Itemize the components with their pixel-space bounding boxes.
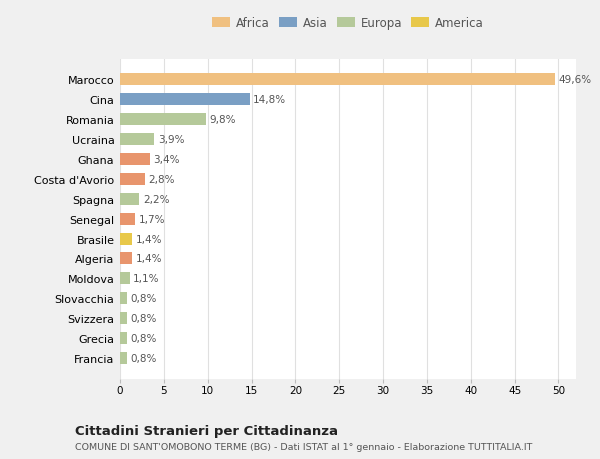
- Text: COMUNE DI SANT'OMOBONO TERME (BG) - Dati ISTAT al 1° gennaio - Elaborazione TUTT: COMUNE DI SANT'OMOBONO TERME (BG) - Dati…: [75, 442, 532, 451]
- Text: 0,8%: 0,8%: [131, 353, 157, 363]
- Bar: [120, 213, 135, 225]
- Bar: [120, 313, 127, 325]
- Text: 1,1%: 1,1%: [133, 274, 160, 284]
- Text: 1,7%: 1,7%: [139, 214, 165, 224]
- Text: 3,9%: 3,9%: [158, 135, 184, 145]
- Bar: [120, 293, 127, 305]
- Text: 3,4%: 3,4%: [154, 155, 180, 165]
- Text: 49,6%: 49,6%: [559, 75, 592, 85]
- Legend: Africa, Asia, Europa, America: Africa, Asia, Europa, America: [210, 15, 486, 32]
- Bar: [120, 154, 150, 166]
- Text: 14,8%: 14,8%: [253, 95, 286, 105]
- Text: 9,8%: 9,8%: [209, 115, 236, 125]
- Text: 2,8%: 2,8%: [148, 174, 175, 185]
- Bar: [120, 233, 132, 245]
- Bar: [120, 174, 145, 185]
- Bar: [120, 193, 139, 205]
- Text: Cittadini Stranieri per Cittadinanza: Cittadini Stranieri per Cittadinanza: [75, 425, 338, 437]
- Bar: [120, 332, 127, 344]
- Text: 0,8%: 0,8%: [131, 333, 157, 343]
- Text: 0,8%: 0,8%: [131, 294, 157, 303]
- Bar: [120, 352, 127, 364]
- Text: 1,4%: 1,4%: [136, 234, 162, 244]
- Bar: [120, 114, 206, 126]
- Text: 1,4%: 1,4%: [136, 254, 162, 264]
- Bar: [120, 74, 555, 86]
- Text: 0,8%: 0,8%: [131, 313, 157, 324]
- Bar: [120, 253, 132, 265]
- Text: 2,2%: 2,2%: [143, 194, 169, 204]
- Bar: [120, 94, 250, 106]
- Bar: [120, 273, 130, 285]
- Bar: [120, 134, 154, 146]
